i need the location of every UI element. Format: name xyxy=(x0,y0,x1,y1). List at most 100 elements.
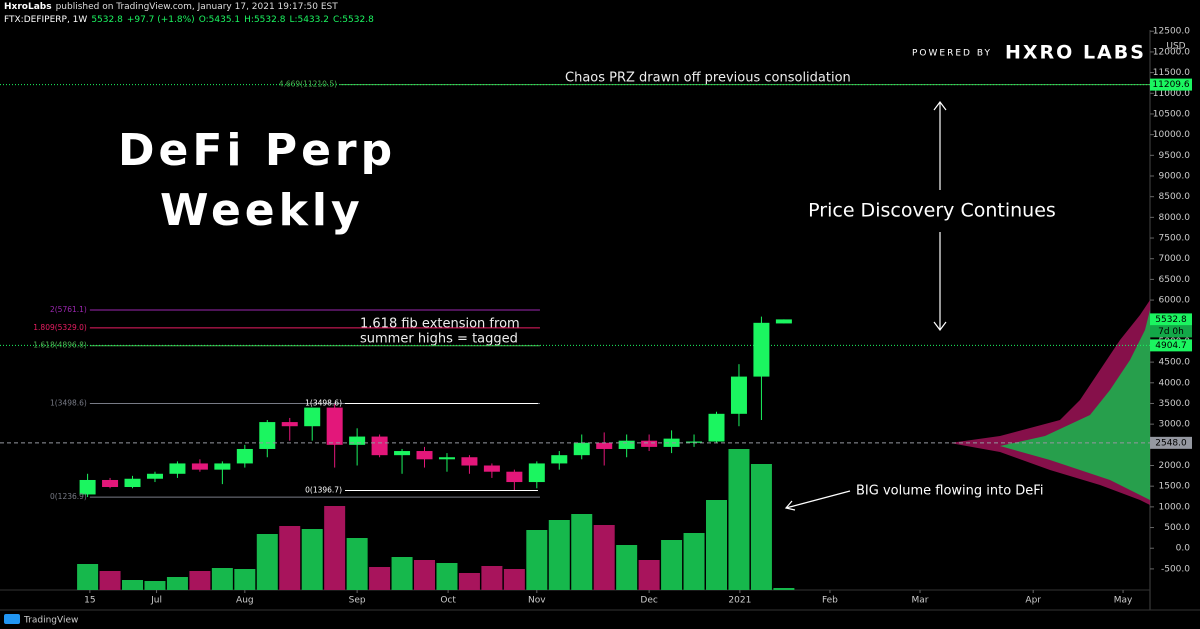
arrow xyxy=(785,490,851,509)
y-tick-label: 1500.0 xyxy=(1159,482,1191,492)
candle-body xyxy=(146,473,163,479)
volume-bar xyxy=(728,449,750,590)
y-tick-label: 10000.0 xyxy=(1153,130,1190,140)
last: 5532.8 xyxy=(91,15,123,25)
fib-label: 4.669(11210.5) xyxy=(279,80,337,89)
fib-label: 1(3498.6) xyxy=(50,399,87,408)
volume-bar xyxy=(571,514,593,590)
candle-body xyxy=(775,319,792,324)
volume-bar xyxy=(683,533,705,590)
volume-bar xyxy=(638,560,660,590)
candle-body xyxy=(618,440,635,449)
high: H:5532.8 xyxy=(244,15,286,25)
x-tick-label: Sep xyxy=(349,596,366,606)
x-tick-label: Mar xyxy=(912,596,929,606)
open: O:5435.1 xyxy=(198,15,241,25)
candle-body xyxy=(79,479,96,495)
y-tick-label: 3000.0 xyxy=(1159,420,1191,430)
candle-body xyxy=(506,471,523,483)
volume-bar xyxy=(616,545,638,590)
x-tick-label: Aug xyxy=(236,596,254,606)
x-tick-label: 15 xyxy=(84,596,95,606)
change: +97.7 (+1.8%) xyxy=(126,15,195,25)
arrow-head xyxy=(933,321,947,331)
annotation: Price Discovery Continues xyxy=(808,200,1056,222)
arrow-head xyxy=(933,101,947,111)
y-tick-label: 4500.0 xyxy=(1159,358,1191,368)
y-tick-label: 7000.0 xyxy=(1159,254,1191,264)
candle-body xyxy=(371,436,388,456)
volume-bar xyxy=(99,571,121,590)
price-tag xyxy=(1150,339,1192,352)
candle-body xyxy=(236,448,253,464)
volume-bar xyxy=(189,571,211,590)
volume-bar xyxy=(301,529,323,590)
candle-body xyxy=(102,479,119,488)
candle-body xyxy=(573,442,590,456)
arrow-head xyxy=(784,500,796,511)
y-tick-label: 1000.0 xyxy=(1159,502,1191,512)
volume-bar xyxy=(481,566,503,590)
candle-body xyxy=(753,322,770,377)
x-tick-label: 2021 xyxy=(728,596,751,606)
volume-bar xyxy=(436,563,458,590)
y-tick-label: 9500.0 xyxy=(1159,151,1191,161)
candle-body xyxy=(596,442,613,449)
annotation: summer highs = tagged xyxy=(360,332,518,347)
volume-bar xyxy=(144,581,166,590)
y-tick-label: 6500.0 xyxy=(1159,275,1191,285)
candle-body xyxy=(663,438,680,447)
x-tick-label: Jul xyxy=(150,596,162,606)
y-tick-label: 12500.0 xyxy=(1153,27,1190,37)
candle-body xyxy=(304,407,321,427)
header-line-1: HxroLabs published on TradingView.com, Ja… xyxy=(4,2,342,12)
chart-title: DeFi Perp xyxy=(118,125,396,176)
candle-body xyxy=(686,441,703,443)
price-tag-label: 11209.6 xyxy=(1152,80,1189,90)
header-line-2: FTX:DEFIPERP, 1W 5532.8 +97.7 (+1.8%) O:543… xyxy=(4,15,378,25)
candle-body xyxy=(461,457,478,466)
volume-bar xyxy=(279,526,301,590)
candle-body xyxy=(191,463,208,470)
volume-bar xyxy=(369,567,391,590)
candle-body xyxy=(641,440,658,447)
logo-prefix: POWERED BY xyxy=(912,49,992,59)
candle-body xyxy=(438,457,455,460)
candle-body xyxy=(416,451,433,460)
price-tag-label: 5532.8 xyxy=(1155,315,1187,325)
y-tick-label: 7500.0 xyxy=(1159,234,1191,244)
annotation: BIG volume flowing into DeFi xyxy=(856,484,1043,499)
arrows xyxy=(784,101,947,511)
volume-bar xyxy=(458,573,480,590)
candle-body xyxy=(528,463,545,483)
candle-body xyxy=(214,463,231,470)
candle-body xyxy=(708,413,725,442)
y-tick-label: 4000.0 xyxy=(1159,378,1191,388)
volume-bar xyxy=(750,464,772,590)
chart-subtitle: Weekly xyxy=(160,185,364,236)
footer-logo xyxy=(4,614,20,624)
candle-body xyxy=(730,376,747,414)
y-tick-label: 11500.0 xyxy=(1153,68,1190,78)
price-tag-label: 4904.7 xyxy=(1155,341,1187,351)
x-tick-label: Oct xyxy=(440,596,456,606)
symbol: FTX:DEFIPERP, 1W xyxy=(4,15,88,25)
fib-label: 1.809(5329.0) xyxy=(33,323,87,332)
volume-bar xyxy=(77,564,99,590)
y-tick-label: 3500.0 xyxy=(1159,399,1191,409)
y-tick-label: 10500.0 xyxy=(1153,109,1190,119)
volume-bar xyxy=(211,568,233,590)
fib-label: 0(1236.9) xyxy=(50,492,87,501)
y-tick-label: 8000.0 xyxy=(1159,213,1191,223)
candle-body xyxy=(483,465,500,472)
volume-bar xyxy=(503,569,525,590)
annotation: 1.618 fib extension from xyxy=(360,317,520,332)
volume-bar xyxy=(346,538,368,590)
volume-bar xyxy=(324,506,346,590)
volume-bar xyxy=(414,560,436,590)
x-tick-label: May xyxy=(1114,596,1133,606)
y-tick-label: 2000.0 xyxy=(1159,461,1191,471)
volume-bar xyxy=(773,588,795,590)
